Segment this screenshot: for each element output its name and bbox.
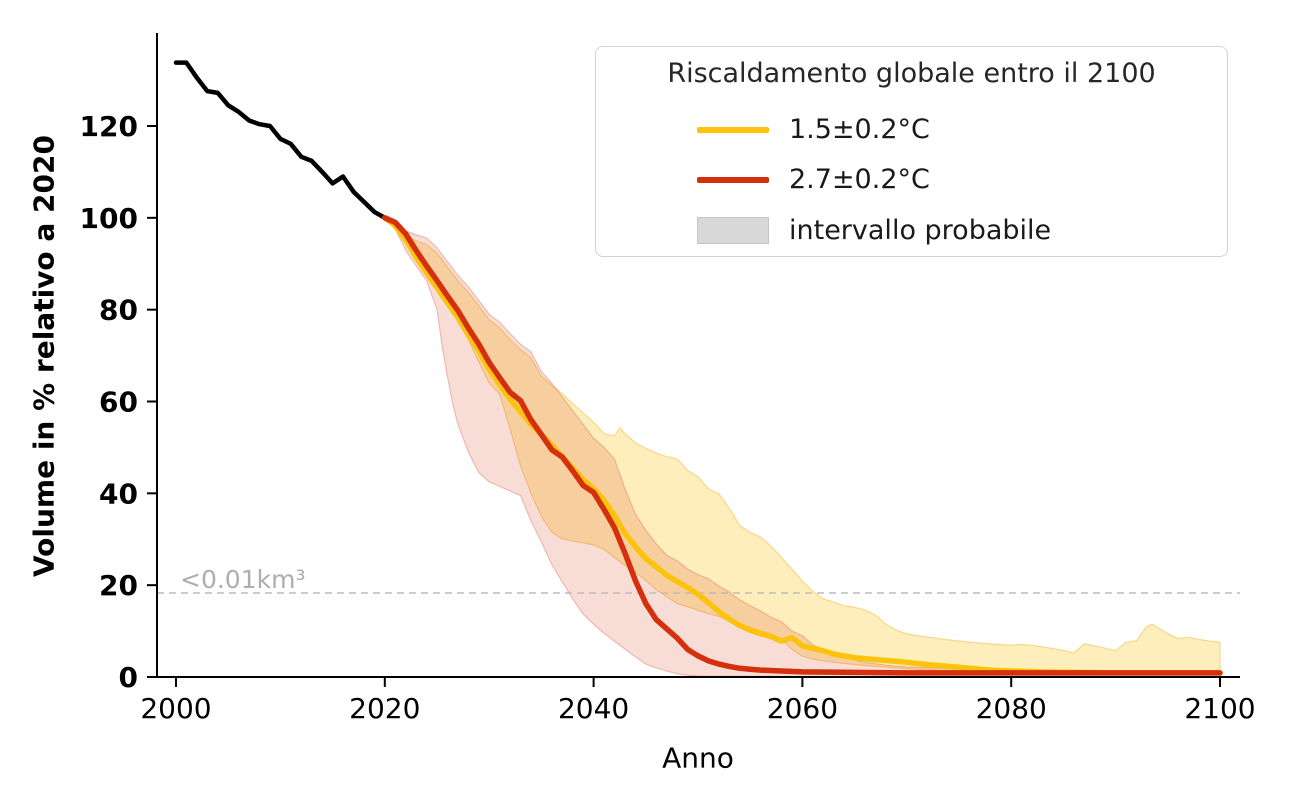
y-tick-label: 80 xyxy=(99,294,138,327)
series-line-2.7±0.2°C xyxy=(382,215,1223,676)
y-axis-title: Volume in % relativo a 2020 xyxy=(27,135,61,577)
y-tick-label: 40 xyxy=(99,477,138,510)
x-tick-label: 2040 xyxy=(558,692,629,725)
legend-box: Riscaldamento globale entro il 2100 1.5±… xyxy=(595,46,1228,257)
x-tick-label: 2000 xyxy=(140,692,211,725)
legend-label: intervallo probabile xyxy=(789,215,1052,246)
x-tick-label: 2060 xyxy=(767,692,838,725)
line-swatch-15c xyxy=(697,127,769,133)
legend-title: Riscaldamento globale entro il 2100 xyxy=(667,58,1156,89)
y-tick-label: 100 xyxy=(80,202,138,235)
x-tick-label: 2080 xyxy=(976,692,1047,725)
series-line-storico xyxy=(173,60,388,221)
series-line-1.5±0.2°C xyxy=(382,215,1223,676)
threshold-label: <0.01km³ xyxy=(180,565,306,594)
legend-entry-range: intervallo probabile xyxy=(596,213,1227,249)
x-axis-title: Anno xyxy=(662,741,734,775)
y-tick-label: 20 xyxy=(99,569,138,602)
patch-swatch-range xyxy=(697,217,769,244)
legend-entry-15c: 1.5±0.2°C xyxy=(596,112,1227,148)
line-swatch-27c xyxy=(697,177,769,183)
x-tick-label: 2100 xyxy=(1184,692,1255,725)
x-tick-label: 2020 xyxy=(349,692,420,725)
y-tick-label: 120 xyxy=(80,110,138,143)
y-tick-label: 60 xyxy=(99,385,138,418)
y-tick-label: 0 xyxy=(119,661,138,694)
legend-entry-27c: 2.7±0.2°C xyxy=(596,162,1227,198)
legend-label: 1.5±0.2°C xyxy=(789,114,930,145)
legend-label: 2.7±0.2°C xyxy=(789,164,930,195)
